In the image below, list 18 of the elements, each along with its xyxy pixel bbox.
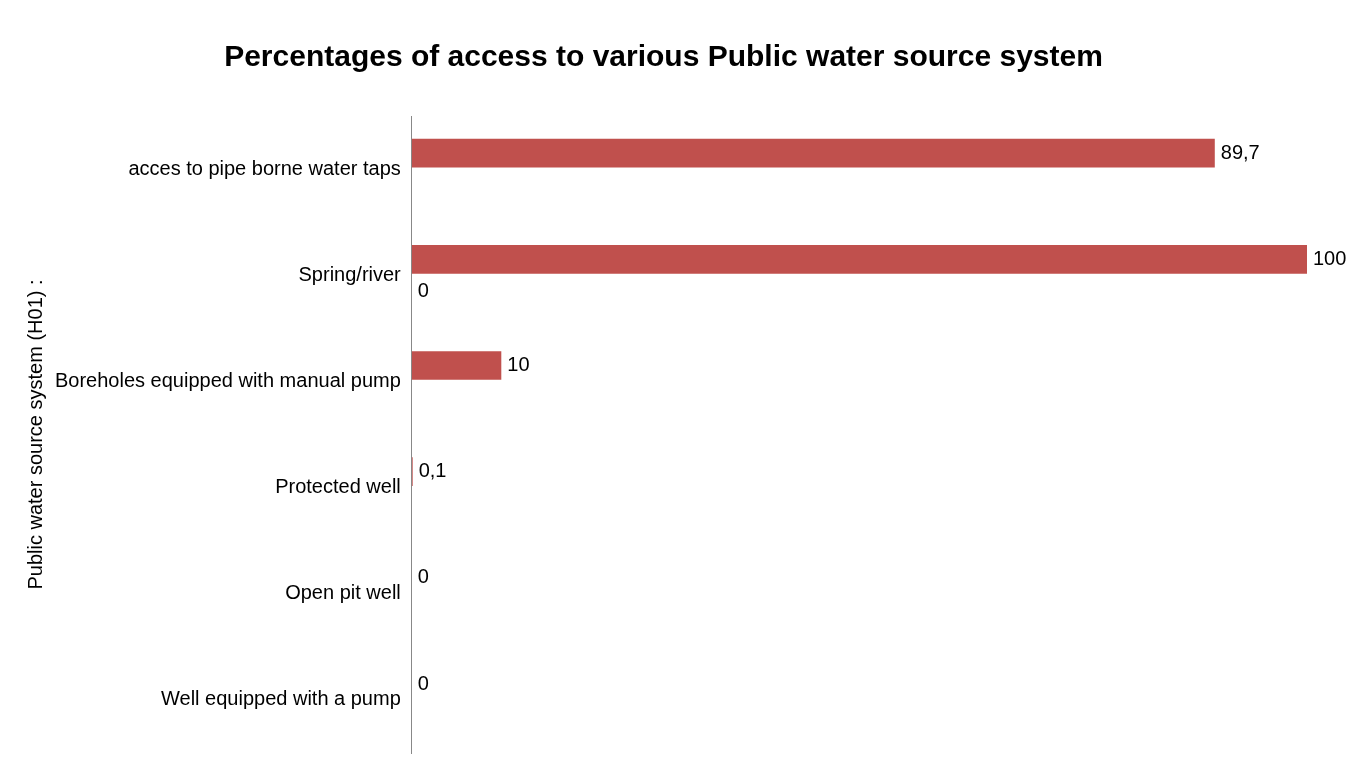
- bar: [411, 138, 1215, 168]
- y-tick-label: Spring/river: [298, 262, 402, 285]
- data-label: 100: [1313, 246, 1347, 269]
- data-label: 0,1: [418, 459, 447, 482]
- y-axis-title: Public water source system (H01) :: [23, 279, 46, 590]
- data-label: 0: [417, 278, 429, 301]
- y-tick-label: Boreholes equipped with manual pump: [55, 368, 401, 391]
- y-tick-label: Open pit well: [285, 581, 401, 604]
- bar: [411, 351, 502, 380]
- data-label: 89,7: [1220, 140, 1260, 163]
- y-tick-label: Protected well: [275, 475, 401, 498]
- data-label: 0: [417, 671, 429, 694]
- data-label: 0: [417, 565, 429, 588]
- y-tick-label: acces to pipe borne water taps: [128, 156, 401, 179]
- y-tick-label: Well equipped with a pump: [161, 687, 401, 710]
- data-label: 10: [507, 353, 530, 376]
- chart-title: Percentages of access to various Public water source system: [224, 39, 1103, 73]
- bar: [411, 244, 1307, 274]
